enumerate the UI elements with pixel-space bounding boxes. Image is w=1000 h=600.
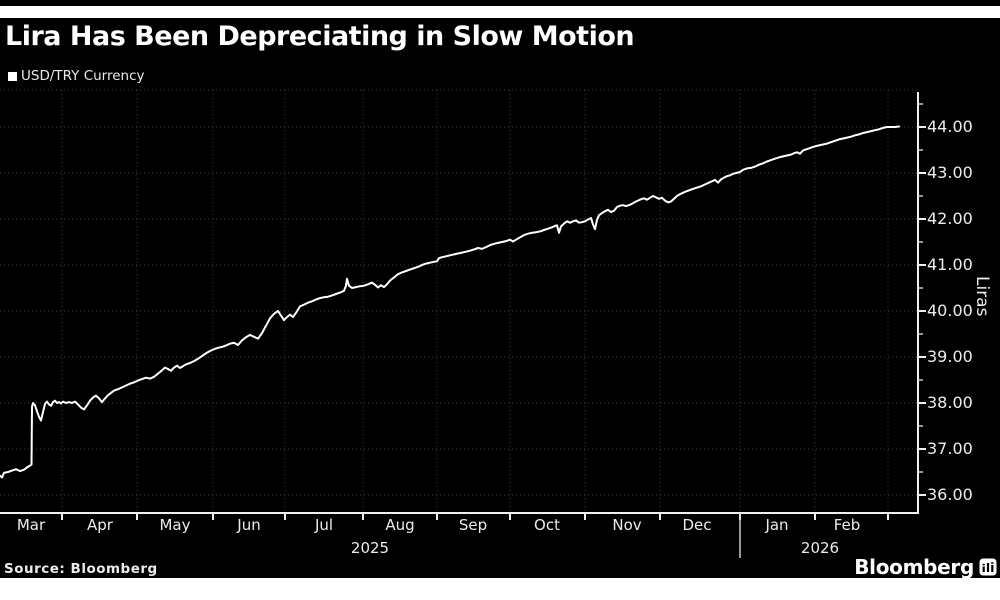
x-tick-label: Jul xyxy=(314,516,334,534)
x-tick-label: Dec xyxy=(682,516,712,534)
y-tick-label: 39.00 xyxy=(927,347,973,366)
top-border-bar xyxy=(0,0,1000,6)
year-label-2026: 2026 xyxy=(800,539,840,557)
x-tick-label: Oct xyxy=(534,516,560,534)
y-tick-label: 42.00 xyxy=(927,209,973,228)
bloomberg-wordmark: Bloomberg xyxy=(854,555,974,579)
y-tick-label: 36.00 xyxy=(927,485,973,504)
x-tick-label: Apr xyxy=(87,516,113,534)
y-tick-label: 41.00 xyxy=(927,255,973,274)
legend-swatch-icon xyxy=(8,71,17,81)
legend-label: USD/TRY Currency xyxy=(21,68,145,84)
y-axis-title: Liras xyxy=(972,276,992,317)
y-tick-label: 44.00 xyxy=(927,117,973,136)
chart-panel: Lira Has Been Depreciating in Slow Motio… xyxy=(0,18,1000,579)
chart-title: Lira Has Been Depreciating in Slow Motio… xyxy=(5,21,635,52)
y-tick-label: 40.00 xyxy=(927,301,973,320)
y-tick-label: 38.00 xyxy=(927,393,973,412)
bloomberg-logo: Bloomberg xyxy=(854,555,997,579)
x-tick-label: Jun xyxy=(237,516,261,534)
x-tick-label: Feb xyxy=(833,516,861,534)
x-tick-label: Jan xyxy=(765,516,789,534)
x-tick-label: Mar xyxy=(16,516,46,534)
plot-area xyxy=(0,89,926,558)
y-tick-label: 43.00 xyxy=(927,163,973,182)
x-tick-label: Sep xyxy=(458,516,488,534)
x-tick-label: May xyxy=(159,516,191,534)
x-tick-label: Aug xyxy=(385,516,415,534)
year-label-2025: 2025 xyxy=(350,539,390,557)
y-tick-label: 37.00 xyxy=(927,439,973,458)
bloomberg-terminal-icon xyxy=(979,558,997,576)
legend: USD/TRY Currency xyxy=(8,68,145,84)
x-tick-label: Nov xyxy=(612,516,642,534)
source-credit: Source: Bloomberg xyxy=(4,561,158,577)
